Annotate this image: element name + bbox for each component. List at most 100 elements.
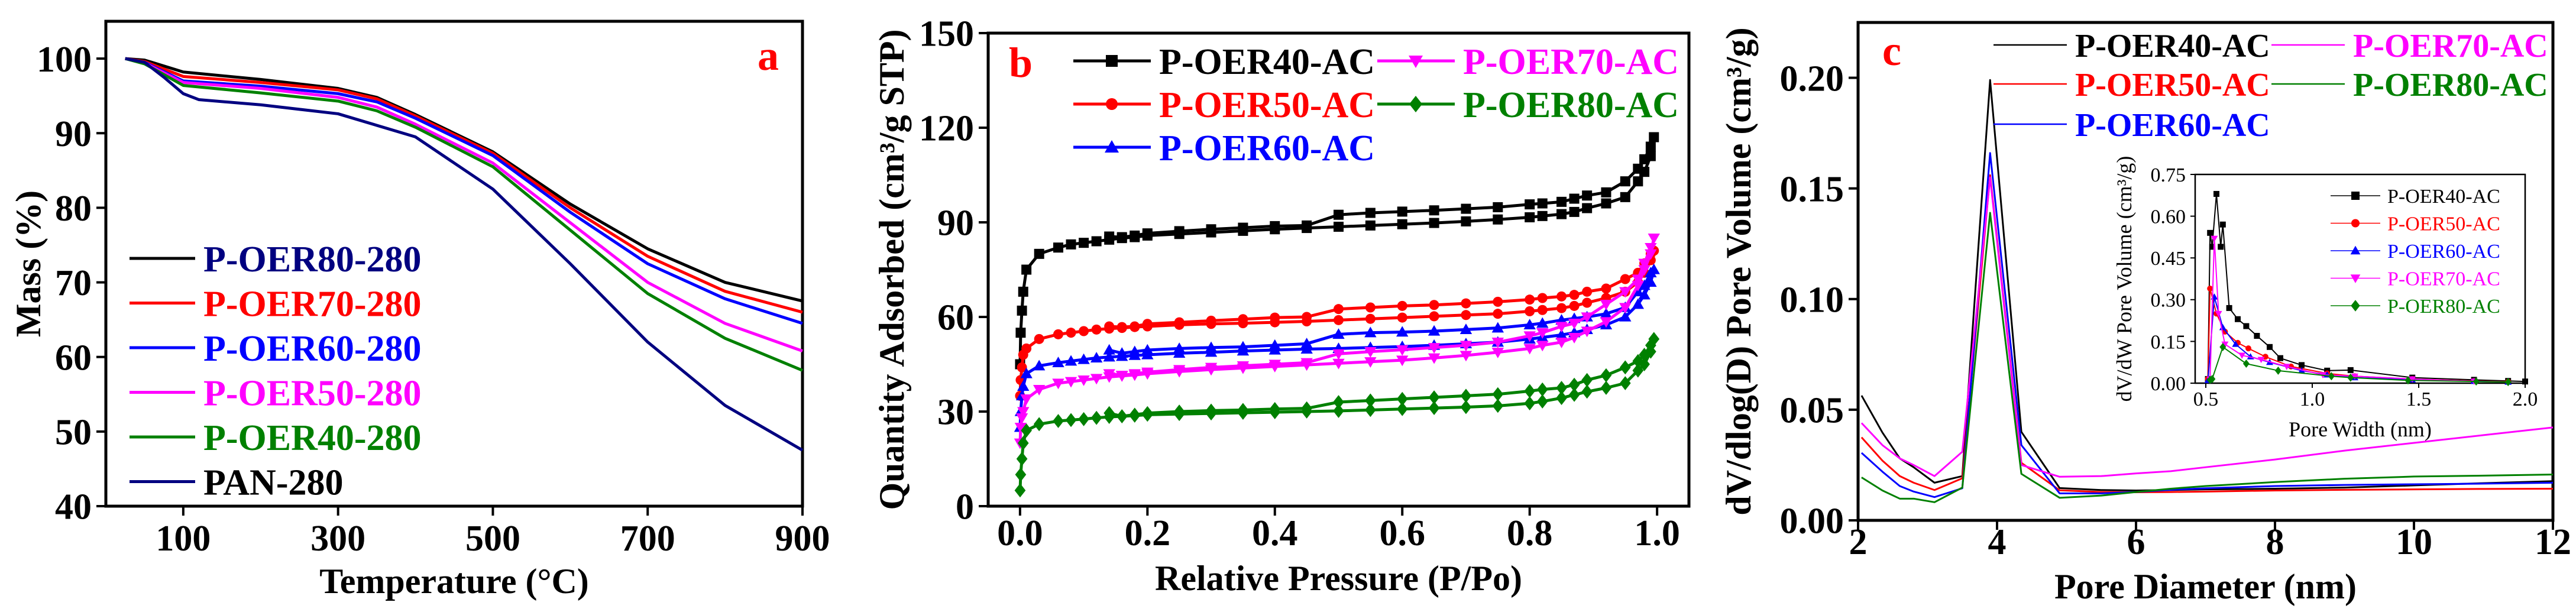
marker-triangle-up [1237,341,1250,352]
series-line [1860,79,2554,491]
marker-triangle-down [2211,235,2218,242]
marker-diamond [1632,363,1644,378]
marker-triangle-down [1428,343,1441,354]
x-tick-label: 10 [2396,522,2432,562]
y-tick-label: 150 [919,14,974,54]
marker-diamond [1581,373,1593,387]
marker-diamond [1619,360,1631,375]
marker-triangle-up [2350,245,2361,255]
x-tick-label: 900 [775,519,830,559]
x-tick-label: 4 [1988,522,2007,562]
marker-triangle-up [1103,344,1115,355]
marker-circle [1493,309,1503,319]
marker-triangle-down [1300,358,1313,369]
marker-diamond [1301,401,1312,416]
legend-label: P-OER70-AC [2387,268,2500,290]
marker-square [1334,221,1344,232]
marker-square [1556,209,1567,219]
marker-square [2213,190,2219,197]
marker-triangle-down [1581,326,1593,338]
x-tick-label: 0.2 [1125,513,1171,553]
marker-square [2347,367,2354,373]
marker-triangle-up [1555,329,1568,340]
y-tick-label: 0.45 [2151,248,2186,270]
series-line [125,57,803,314]
legend-label: P-OER40-280 [203,418,422,458]
marker-triangle-down [1638,258,1651,270]
y-tick-label: 0.00 [2151,373,2186,395]
marker-diamond [1237,403,1249,417]
marker-circle [1017,362,1027,373]
marker-diamond [1619,376,1631,390]
marker-square [1238,222,1248,233]
y-tick-label: 0.30 [2151,290,2186,312]
marker-triangle-up [1300,338,1313,348]
y-tick-label: 120 [919,109,974,149]
marker-diamond [1428,401,1440,416]
marker-triangle-down [1409,56,1423,68]
marker-square [2235,316,2241,322]
marker-triangle-down [1645,243,1657,254]
plot-frame [2194,173,2526,384]
marker-diamond [1639,348,1650,362]
marker-square [1174,226,1185,237]
marker-square [1429,205,1439,216]
marker-square [1365,220,1376,231]
marker-triangle-down [1568,319,1581,329]
legend-label: P-OER50-AC [1159,85,1375,125]
marker-circle [2262,354,2268,360]
marker-square [1582,190,1593,201]
marker-circle [1034,333,1044,344]
marker-square [1556,196,1567,207]
marker-circle [1397,300,1407,311]
marker-circle [1066,328,1076,338]
marker-triangle-down [2283,364,2290,370]
marker-square [1397,206,1407,217]
marker-circle [1569,290,1580,300]
marker-triangle-up [1491,322,1504,333]
marker-diamond [2328,372,2335,381]
marker-triangle-down [1064,377,1077,388]
marker-triangle-up [1017,380,1030,391]
marker-square [1017,305,1027,316]
marker-triangle-down [2238,352,2246,359]
marker-square [1537,211,1548,221]
marker-diamond [2347,373,2354,382]
marker-triangle-down [1459,341,1473,352]
marker-triangle-up [1205,341,1218,352]
marker-square [1429,218,1439,228]
marker-triangle-down [1632,274,1645,286]
series-p-oer80-ac: P-OER80-AC [1861,67,2554,503]
marker-triangle-down [1568,333,1581,344]
x-axis-label: Pore Width (nm) [2289,417,2432,441]
marker-circle [1106,98,1118,110]
marker-diamond [1492,387,1504,401]
marker-square [1649,132,1659,143]
y-tick-label: 0.15 [1780,169,1844,209]
marker-triangle-up [1638,279,1651,290]
marker-triangle-up [1632,298,1645,309]
marker-diamond [1103,406,1115,420]
legend-label: P-OER50-AC [2387,213,2500,235]
marker-diamond [1556,391,1567,405]
marker-triangle-down [1077,375,1090,386]
marker-triangle-down [1536,328,1549,339]
legend-label: P-OER80-AC [2387,296,2500,318]
marker-circle [2207,285,2213,292]
marker-triangle-down [1237,361,1250,372]
marker-square [1270,221,1280,231]
y-tick-label: 80 [55,189,92,229]
marker-circle [1397,312,1407,323]
y-tick-label: 0.20 [1780,59,1844,99]
marker-square [2522,378,2528,385]
series-line [1860,176,2554,478]
marker-square [2299,362,2305,368]
x-tick-label: 0.5 [2193,388,2219,410]
marker-circle [1091,324,1102,335]
marker-triangle-down [1619,303,1632,314]
series-line [125,57,803,352]
marker-diamond [1116,409,1128,423]
marker-triangle-down [1103,369,1115,380]
marker-diamond [1600,368,1612,383]
marker-circle [1525,294,1535,305]
